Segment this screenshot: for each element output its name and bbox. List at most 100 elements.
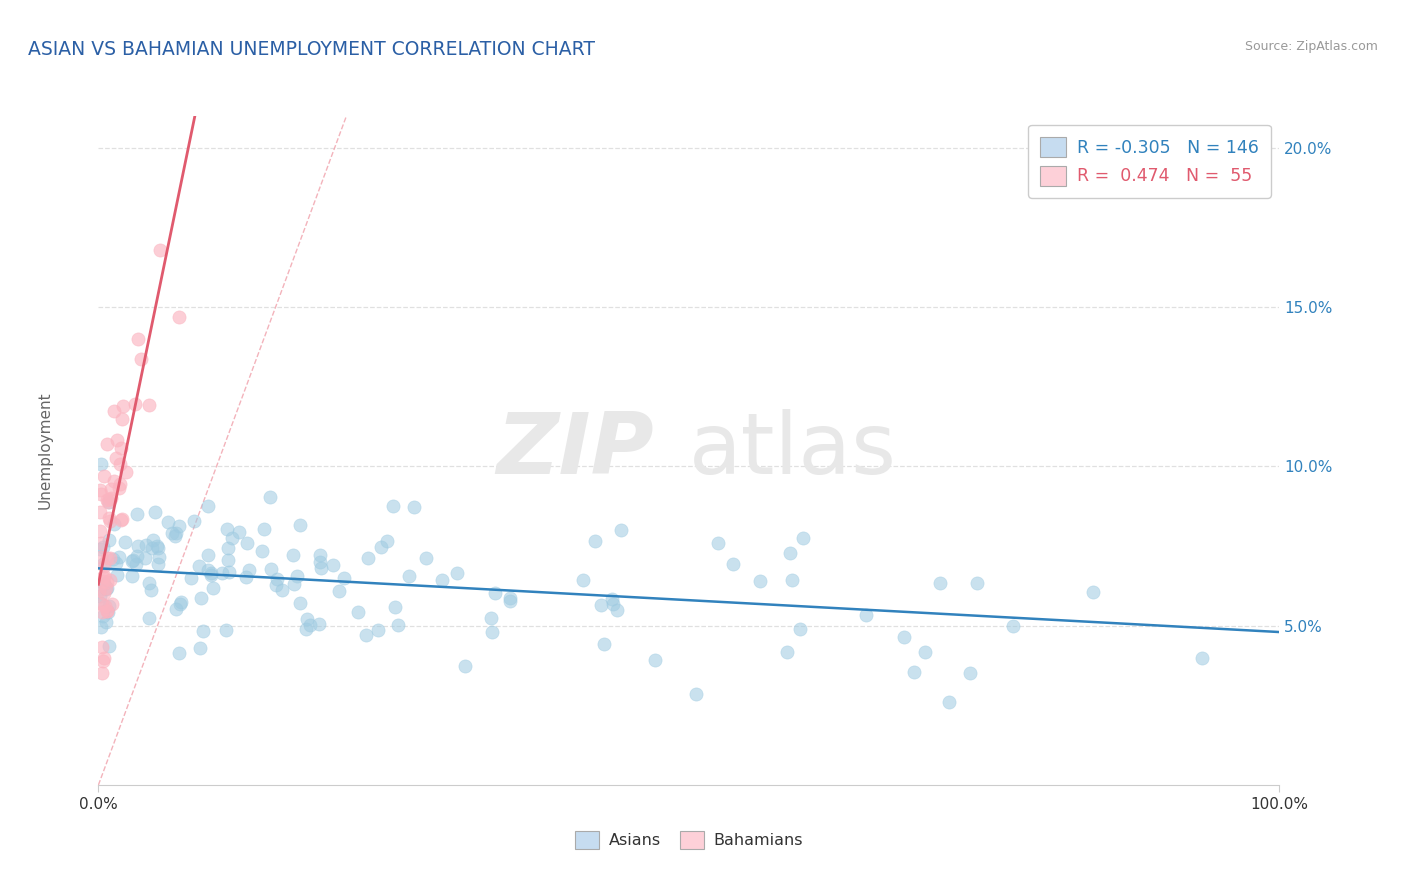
Point xyxy=(309,548,332,562)
Point xyxy=(446,566,468,580)
Point xyxy=(93,540,115,554)
Point xyxy=(370,540,392,554)
Point xyxy=(98,573,121,587)
Point xyxy=(134,551,156,566)
Point xyxy=(893,630,915,644)
Point xyxy=(609,523,631,537)
Point xyxy=(98,515,121,529)
Point xyxy=(285,569,308,583)
Point xyxy=(903,665,925,680)
Point xyxy=(111,412,134,426)
Point xyxy=(96,604,118,618)
Point xyxy=(148,541,170,556)
Point xyxy=(89,505,111,519)
Text: Source: ZipAtlas.com: Source: ZipAtlas.com xyxy=(1244,40,1378,54)
Point xyxy=(169,597,191,611)
Point xyxy=(96,436,118,450)
Point xyxy=(90,458,112,472)
Point xyxy=(644,653,666,667)
Point xyxy=(707,536,730,550)
Point xyxy=(114,535,136,549)
Text: ASIAN VS BAHAMIAN UNEMPLOYMENT CORRELATION CHART: ASIAN VS BAHAMIAN UNEMPLOYMENT CORRELATI… xyxy=(28,40,595,59)
Point xyxy=(165,602,187,616)
Point xyxy=(685,687,707,701)
Point xyxy=(91,640,114,655)
Point xyxy=(146,539,169,553)
Point xyxy=(105,568,128,582)
Point xyxy=(97,495,120,509)
Point xyxy=(165,526,187,541)
Point xyxy=(91,570,114,584)
Point xyxy=(367,623,389,637)
Point xyxy=(572,574,595,588)
Point xyxy=(148,549,170,564)
Point xyxy=(1001,619,1024,633)
Point xyxy=(169,519,191,533)
Point xyxy=(98,551,121,566)
Point xyxy=(110,441,132,455)
Point xyxy=(404,500,426,514)
Point xyxy=(169,646,191,660)
Point xyxy=(93,586,115,600)
Point xyxy=(96,581,118,595)
Point xyxy=(283,577,305,591)
Point xyxy=(214,623,236,637)
Point xyxy=(93,577,115,591)
Point xyxy=(484,586,506,600)
Point xyxy=(333,571,356,585)
Point xyxy=(197,548,219,562)
Point xyxy=(375,534,398,549)
Point xyxy=(235,570,257,584)
Point xyxy=(311,561,333,575)
Point xyxy=(89,524,111,539)
Point xyxy=(218,566,240,580)
Point xyxy=(160,525,183,540)
Point xyxy=(97,606,120,620)
Point xyxy=(855,608,877,623)
Point xyxy=(115,465,138,479)
Point xyxy=(90,487,112,501)
Point xyxy=(111,512,134,526)
Point xyxy=(228,524,250,539)
Point xyxy=(94,581,117,595)
Point xyxy=(146,558,169,572)
Point xyxy=(499,594,522,608)
Point xyxy=(96,615,118,629)
Point xyxy=(250,544,273,558)
Point xyxy=(211,566,233,581)
Point xyxy=(89,584,111,599)
Point xyxy=(200,566,222,581)
Point xyxy=(111,399,134,413)
Point xyxy=(415,551,437,566)
Point xyxy=(308,616,330,631)
Point xyxy=(90,620,112,634)
Point xyxy=(91,608,114,623)
Text: Unemployment: Unemployment xyxy=(38,392,53,509)
Point xyxy=(103,474,125,488)
Point xyxy=(108,457,131,471)
Point xyxy=(238,563,260,577)
Point xyxy=(271,583,294,598)
Point xyxy=(135,538,157,552)
Point xyxy=(124,397,146,411)
Point xyxy=(97,511,120,525)
Point xyxy=(98,639,121,653)
Point xyxy=(253,522,276,536)
Point xyxy=(914,645,936,659)
Point xyxy=(217,541,239,555)
Point xyxy=(187,559,209,574)
Point xyxy=(1083,585,1105,599)
Point xyxy=(127,540,149,554)
Point xyxy=(142,533,165,547)
Point xyxy=(97,533,120,547)
Point xyxy=(190,591,212,606)
Point xyxy=(90,597,112,611)
Point xyxy=(107,434,129,448)
Point xyxy=(104,556,127,570)
Point xyxy=(782,573,804,587)
Point xyxy=(141,583,163,598)
Point xyxy=(328,583,350,598)
Point xyxy=(197,499,219,513)
Point xyxy=(217,553,239,567)
Point xyxy=(97,599,120,613)
